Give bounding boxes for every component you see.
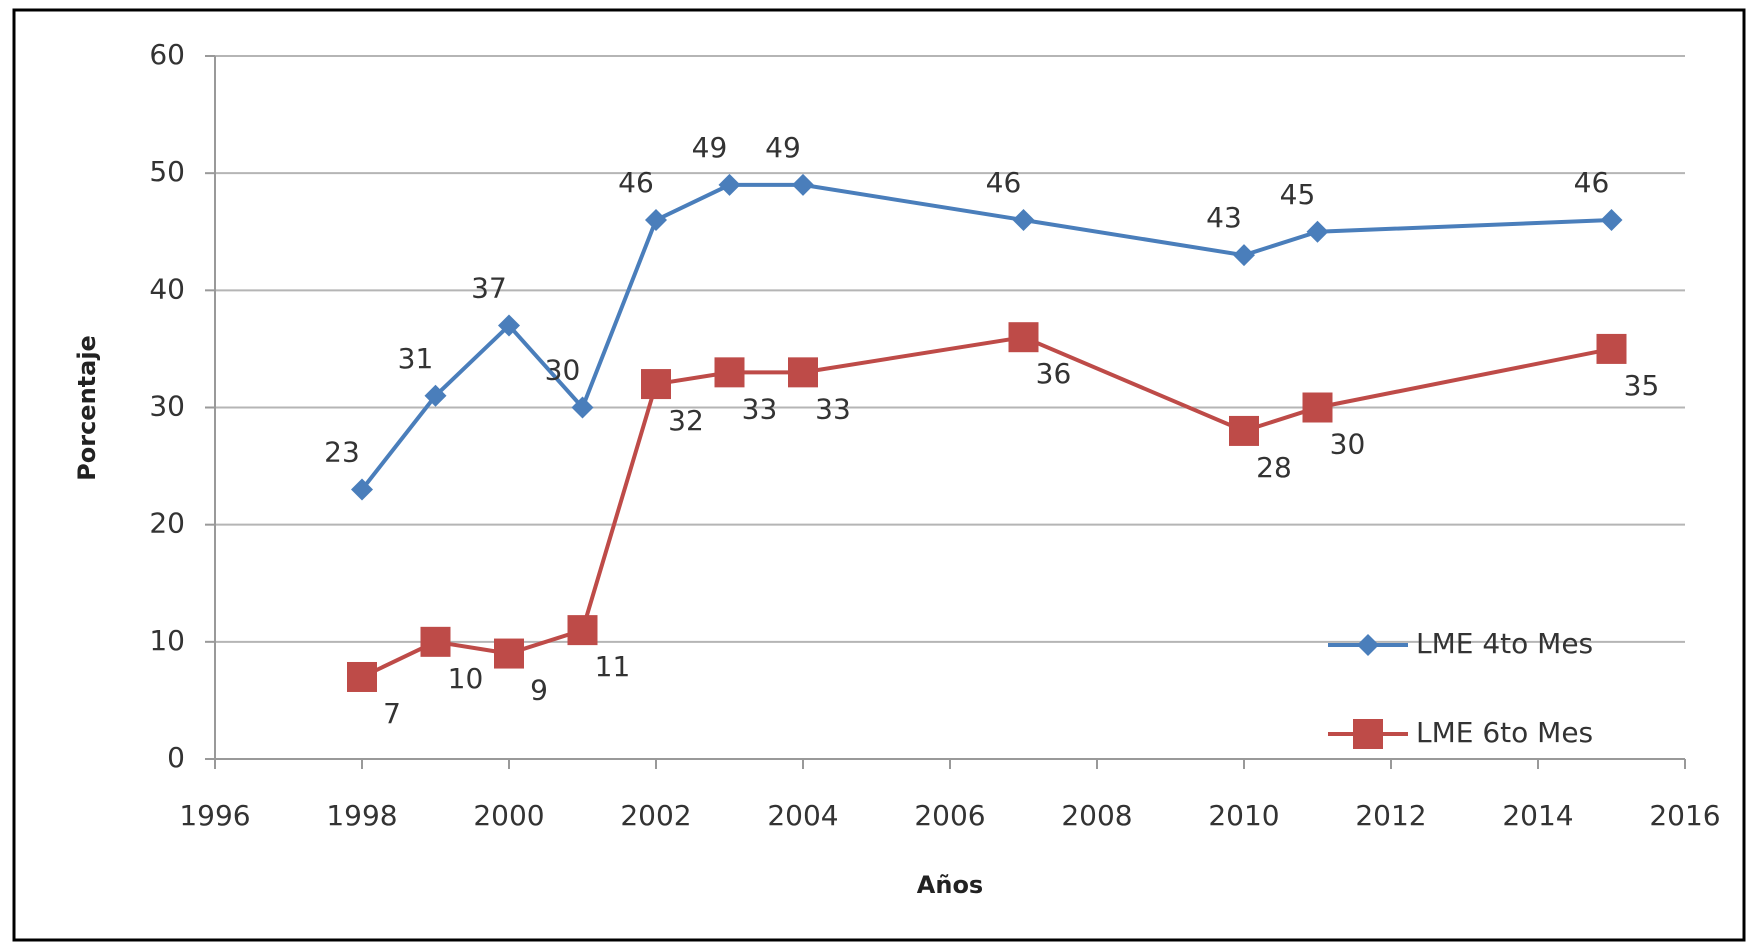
x-tick-label: 1996 [179, 799, 250, 832]
marker [1233, 244, 1255, 267]
data-label: 30 [1330, 428, 1366, 461]
data-label: 46 [618, 166, 654, 199]
data-label: 33 [815, 392, 851, 425]
x-tick-label: 2012 [1355, 799, 1426, 832]
marker [1306, 220, 1329, 243]
legend-label: LME 6to Mes [1416, 716, 1593, 749]
data-label: 49 [692, 131, 728, 164]
marker [347, 661, 377, 692]
marker [1008, 322, 1039, 353]
y-tick-label: 20 [149, 507, 185, 540]
marker [498, 314, 520, 337]
x-tick-label: 2016 [1649, 799, 1720, 832]
series-line [360, 182, 1612, 491]
y-tick-label: 10 [149, 624, 185, 657]
y-tick-label: 40 [149, 272, 185, 305]
data-label: 7 [383, 697, 401, 730]
data-label: 9 [530, 674, 548, 707]
data-label: 28 [1256, 451, 1292, 484]
x-tick-label: 2010 [1208, 799, 1279, 832]
x-tick-label: 2014 [1502, 799, 1573, 832]
y-axis-title: Porcentaje [73, 335, 101, 481]
marker [420, 626, 451, 657]
legend-label: LME 4to Mes [1416, 627, 1593, 660]
marker [567, 615, 598, 646]
data-label: 36 [1036, 357, 1072, 390]
data-label: 31 [398, 342, 434, 375]
marker [641, 369, 671, 400]
data-label: 49 [765, 131, 801, 164]
marker [714, 357, 745, 388]
x-tick-label: 2004 [767, 799, 838, 832]
y-tick-label: 50 [149, 155, 185, 188]
x-tick-label: 1998 [326, 799, 397, 832]
marker [1229, 415, 1259, 446]
marker [792, 173, 814, 196]
x-tick-label: 2002 [620, 799, 691, 832]
marker [494, 638, 524, 669]
marker [788, 357, 818, 388]
data-label: 32 [668, 404, 704, 437]
data-label: 46 [986, 166, 1022, 199]
y-tick-label: 30 [149, 390, 185, 423]
x-tick-label: 2008 [1061, 799, 1132, 832]
y-tick-label: 60 [149, 38, 185, 71]
marker [571, 396, 594, 419]
data-label: 37 [471, 271, 507, 304]
data-label: 30 [545, 354, 581, 387]
data-label: 11 [595, 650, 631, 683]
x-tick-label: 2006 [914, 799, 985, 832]
data-label: 33 [742, 392, 778, 425]
marker [1596, 333, 1627, 364]
x-axis-title: Años [917, 871, 983, 899]
y-tick-label: 0 [167, 741, 185, 774]
marker [1600, 209, 1623, 232]
data-label: 45 [1280, 178, 1316, 211]
data-label: 46 [1574, 166, 1610, 199]
marker [1353, 719, 1383, 749]
marker [424, 384, 447, 407]
marker [1012, 209, 1035, 232]
data-label: 35 [1624, 369, 1660, 402]
data-label: 23 [324, 436, 360, 469]
data-label: 43 [1206, 201, 1242, 234]
marker [718, 173, 741, 196]
marker [351, 478, 373, 501]
marker [1357, 634, 1379, 656]
marker [645, 209, 667, 232]
data-label: 10 [448, 662, 484, 695]
marker [1302, 392, 1333, 423]
x-tick-label: 2000 [473, 799, 544, 832]
frame [12, 8, 1746, 942]
